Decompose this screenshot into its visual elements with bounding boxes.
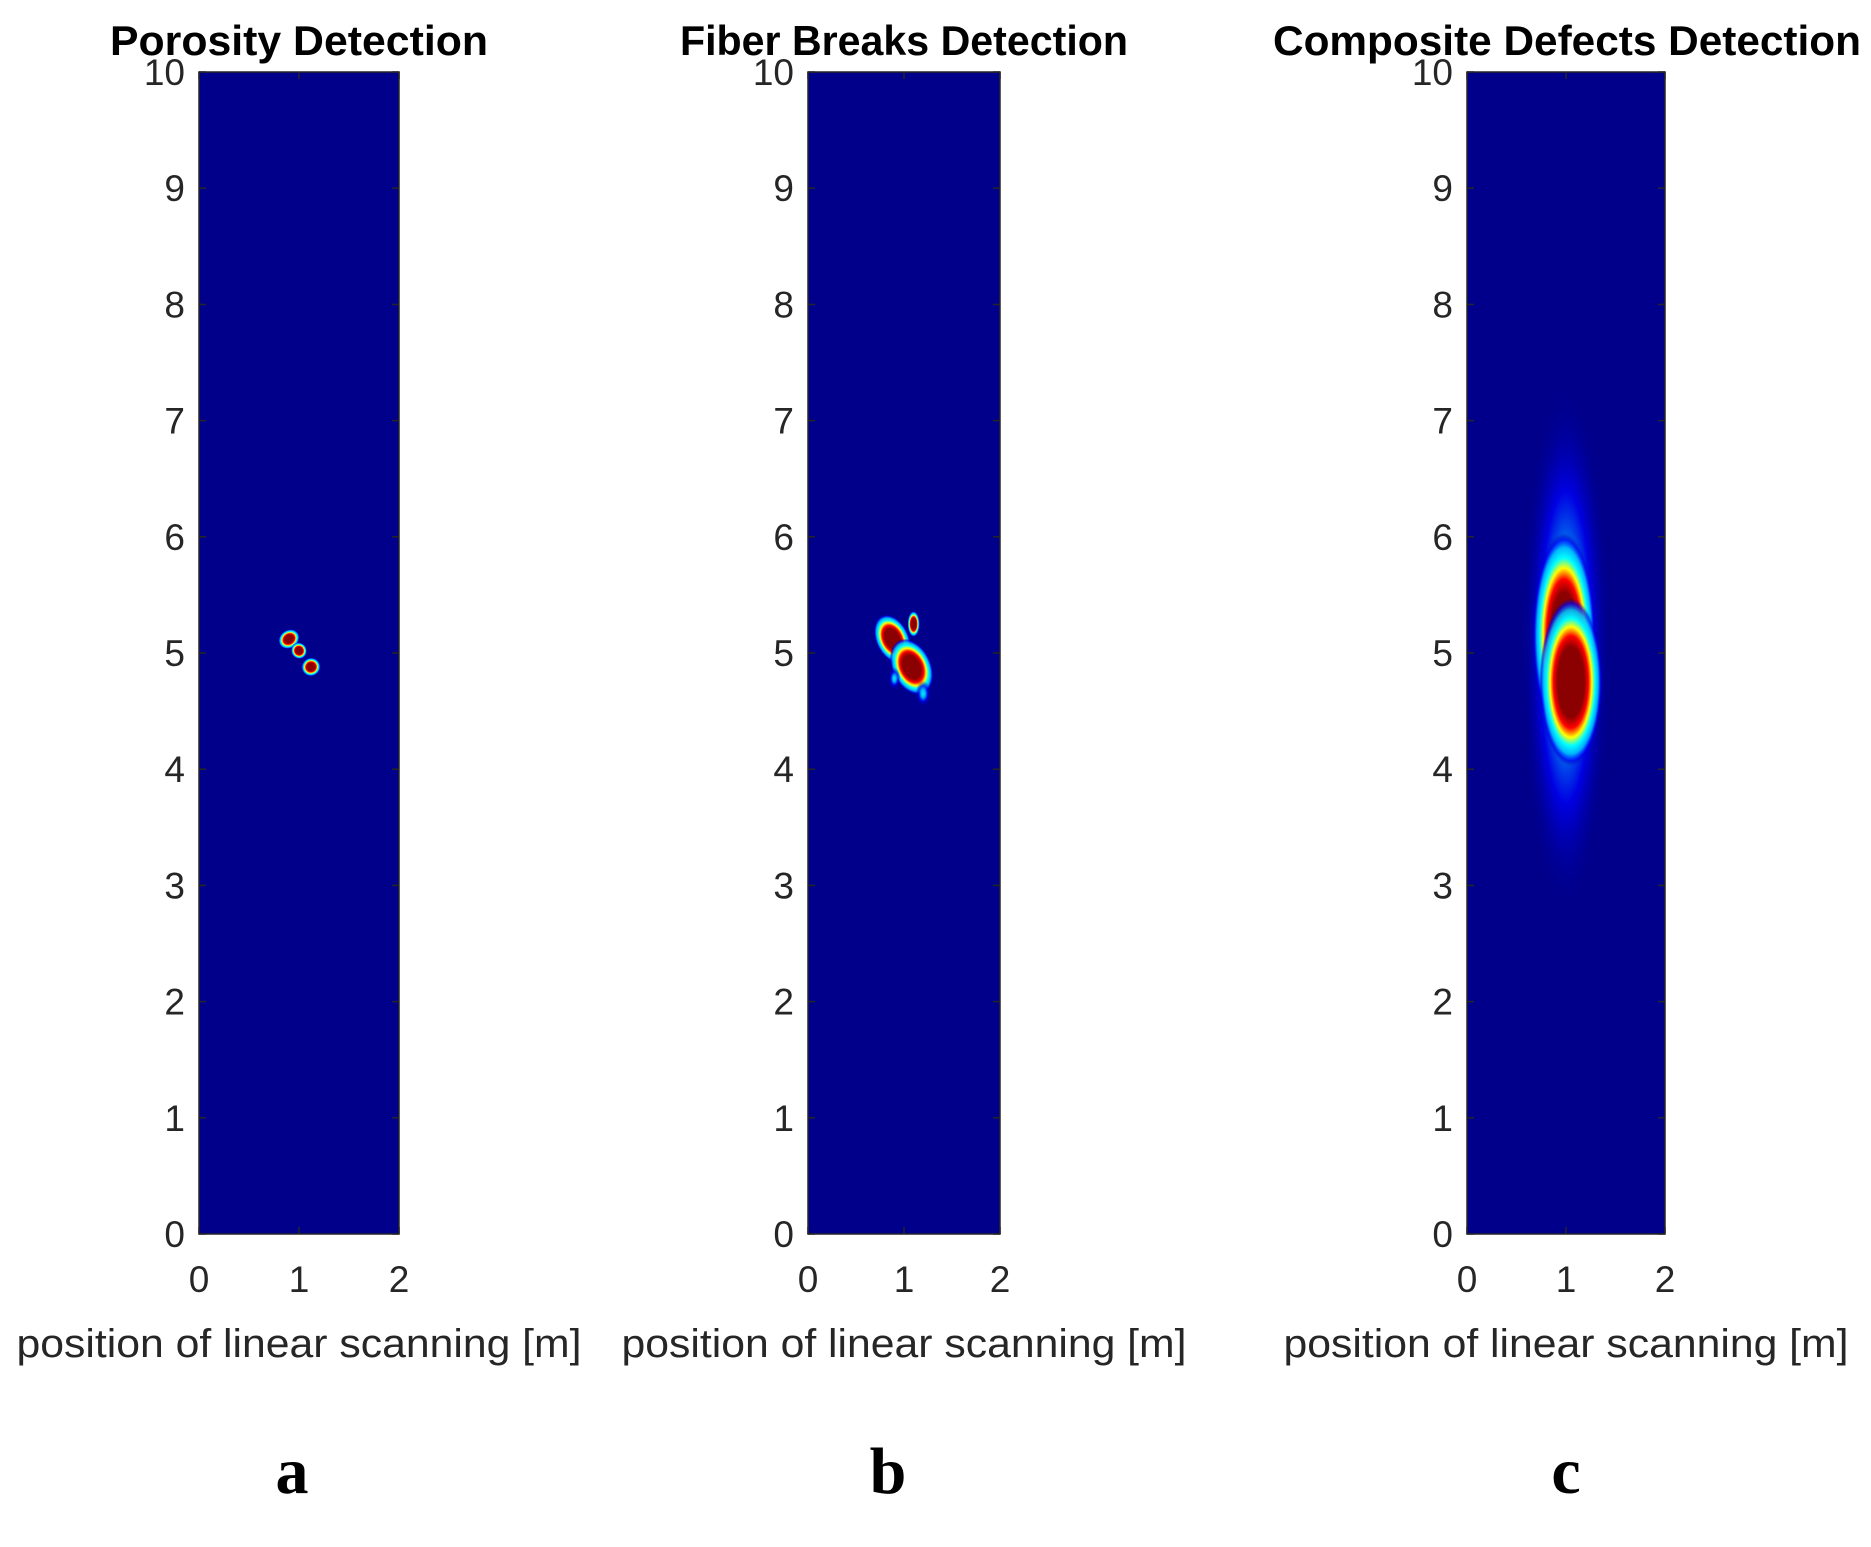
y-tick-label: 8 — [773, 284, 794, 325]
y-tick-label: 5 — [773, 633, 794, 674]
y-tick-label: 7 — [1432, 401, 1453, 442]
heatmap-hotspot — [301, 657, 321, 677]
x-tick-label: 1 — [1556, 1259, 1577, 1300]
x-axis-label: position of linear scanning [m] — [622, 1322, 1187, 1366]
y-tick-label: 0 — [773, 1214, 794, 1255]
x-tick-label: 2 — [1655, 1259, 1676, 1300]
y-tick-label: 1 — [773, 1098, 794, 1139]
y-tick-label: 3 — [1432, 865, 1453, 906]
x-tick-label: 1 — [289, 1259, 310, 1300]
heatmap-hotspots — [1521, 386, 1611, 908]
y-tick-label: 10 — [753, 52, 794, 93]
y-tick-label: 5 — [164, 633, 185, 674]
y-tick-label: 8 — [164, 284, 185, 325]
y-tick-label: 10 — [144, 52, 185, 93]
chart-title: Fiber Breaks Detection — [680, 17, 1128, 64]
y-tick-label: 8 — [1432, 284, 1453, 325]
x-tick-label: 1 — [894, 1259, 915, 1300]
heatmap-hotspot — [888, 667, 901, 690]
heatmap-hotspot — [290, 642, 308, 659]
y-tick-label: 4 — [773, 749, 794, 790]
y-tick-label: 7 — [773, 401, 794, 442]
y-tick-label: 4 — [164, 749, 185, 790]
y-tick-label: 2 — [773, 982, 794, 1023]
heatmap-hotspots — [278, 629, 321, 677]
y-tick-label: 9 — [1432, 168, 1453, 209]
heatmap-hotspot — [907, 610, 920, 637]
y-tick-label: 9 — [164, 168, 185, 209]
y-tick-label: 0 — [164, 1214, 185, 1255]
heatmap-hotspots — [873, 610, 934, 707]
panel-letter: a — [276, 1435, 309, 1508]
y-tick-label: 10 — [1412, 52, 1453, 93]
x-tick-label: 2 — [389, 1259, 410, 1300]
y-tick-label: 7 — [164, 401, 185, 442]
x-tick-label: 0 — [189, 1259, 210, 1300]
x-tick-label: 0 — [1457, 1259, 1478, 1300]
chart-title: Composite Defects Detection — [1273, 17, 1861, 64]
y-tick-label: 4 — [1432, 749, 1453, 790]
x-axis-label: position of linear scanning [m] — [17, 1322, 582, 1366]
heatmap-hotspot — [1539, 598, 1603, 766]
y-tick-label: 6 — [164, 517, 185, 558]
x-tick-label: 0 — [798, 1259, 819, 1300]
y-tick-label: 3 — [773, 865, 794, 906]
chart-panel-1: 0 1 2 3 4 5 6 7 8 9 10 0 1 2 Porosity Detection positio… — [17, 17, 582, 1508]
x-tick-label: 2 — [990, 1259, 1011, 1300]
chart-title: Porosity Detection — [110, 17, 488, 64]
y-tick-label: 2 — [164, 982, 185, 1023]
y-tick-label: 0 — [1432, 1214, 1453, 1255]
y-tick-label: 6 — [773, 517, 794, 558]
y-tick-label: 1 — [1432, 1098, 1453, 1139]
panel-letter: b — [870, 1435, 907, 1508]
y-tick-label: 9 — [773, 168, 794, 209]
panel-letter: c — [1551, 1435, 1580, 1508]
y-tick-label: 5 — [1432, 633, 1453, 674]
heatmap-hotspot — [915, 680, 931, 707]
chart-panel-2: 0 1 2 3 4 5 6 7 8 9 10 0 1 2 Fiber Breaks Detection pos… — [622, 17, 1187, 1508]
chart-panel-3: 0 1 2 3 4 5 6 7 8 9 10 0 1 2 Composite Defects Detecti… — [1273, 17, 1861, 1508]
y-tick-label: 3 — [164, 865, 185, 906]
y-tick-label: 1 — [164, 1098, 185, 1139]
x-axis-label: position of linear scanning [m] — [1284, 1322, 1849, 1366]
y-tick-label: 2 — [1432, 982, 1453, 1023]
y-tick-label: 6 — [1432, 517, 1453, 558]
